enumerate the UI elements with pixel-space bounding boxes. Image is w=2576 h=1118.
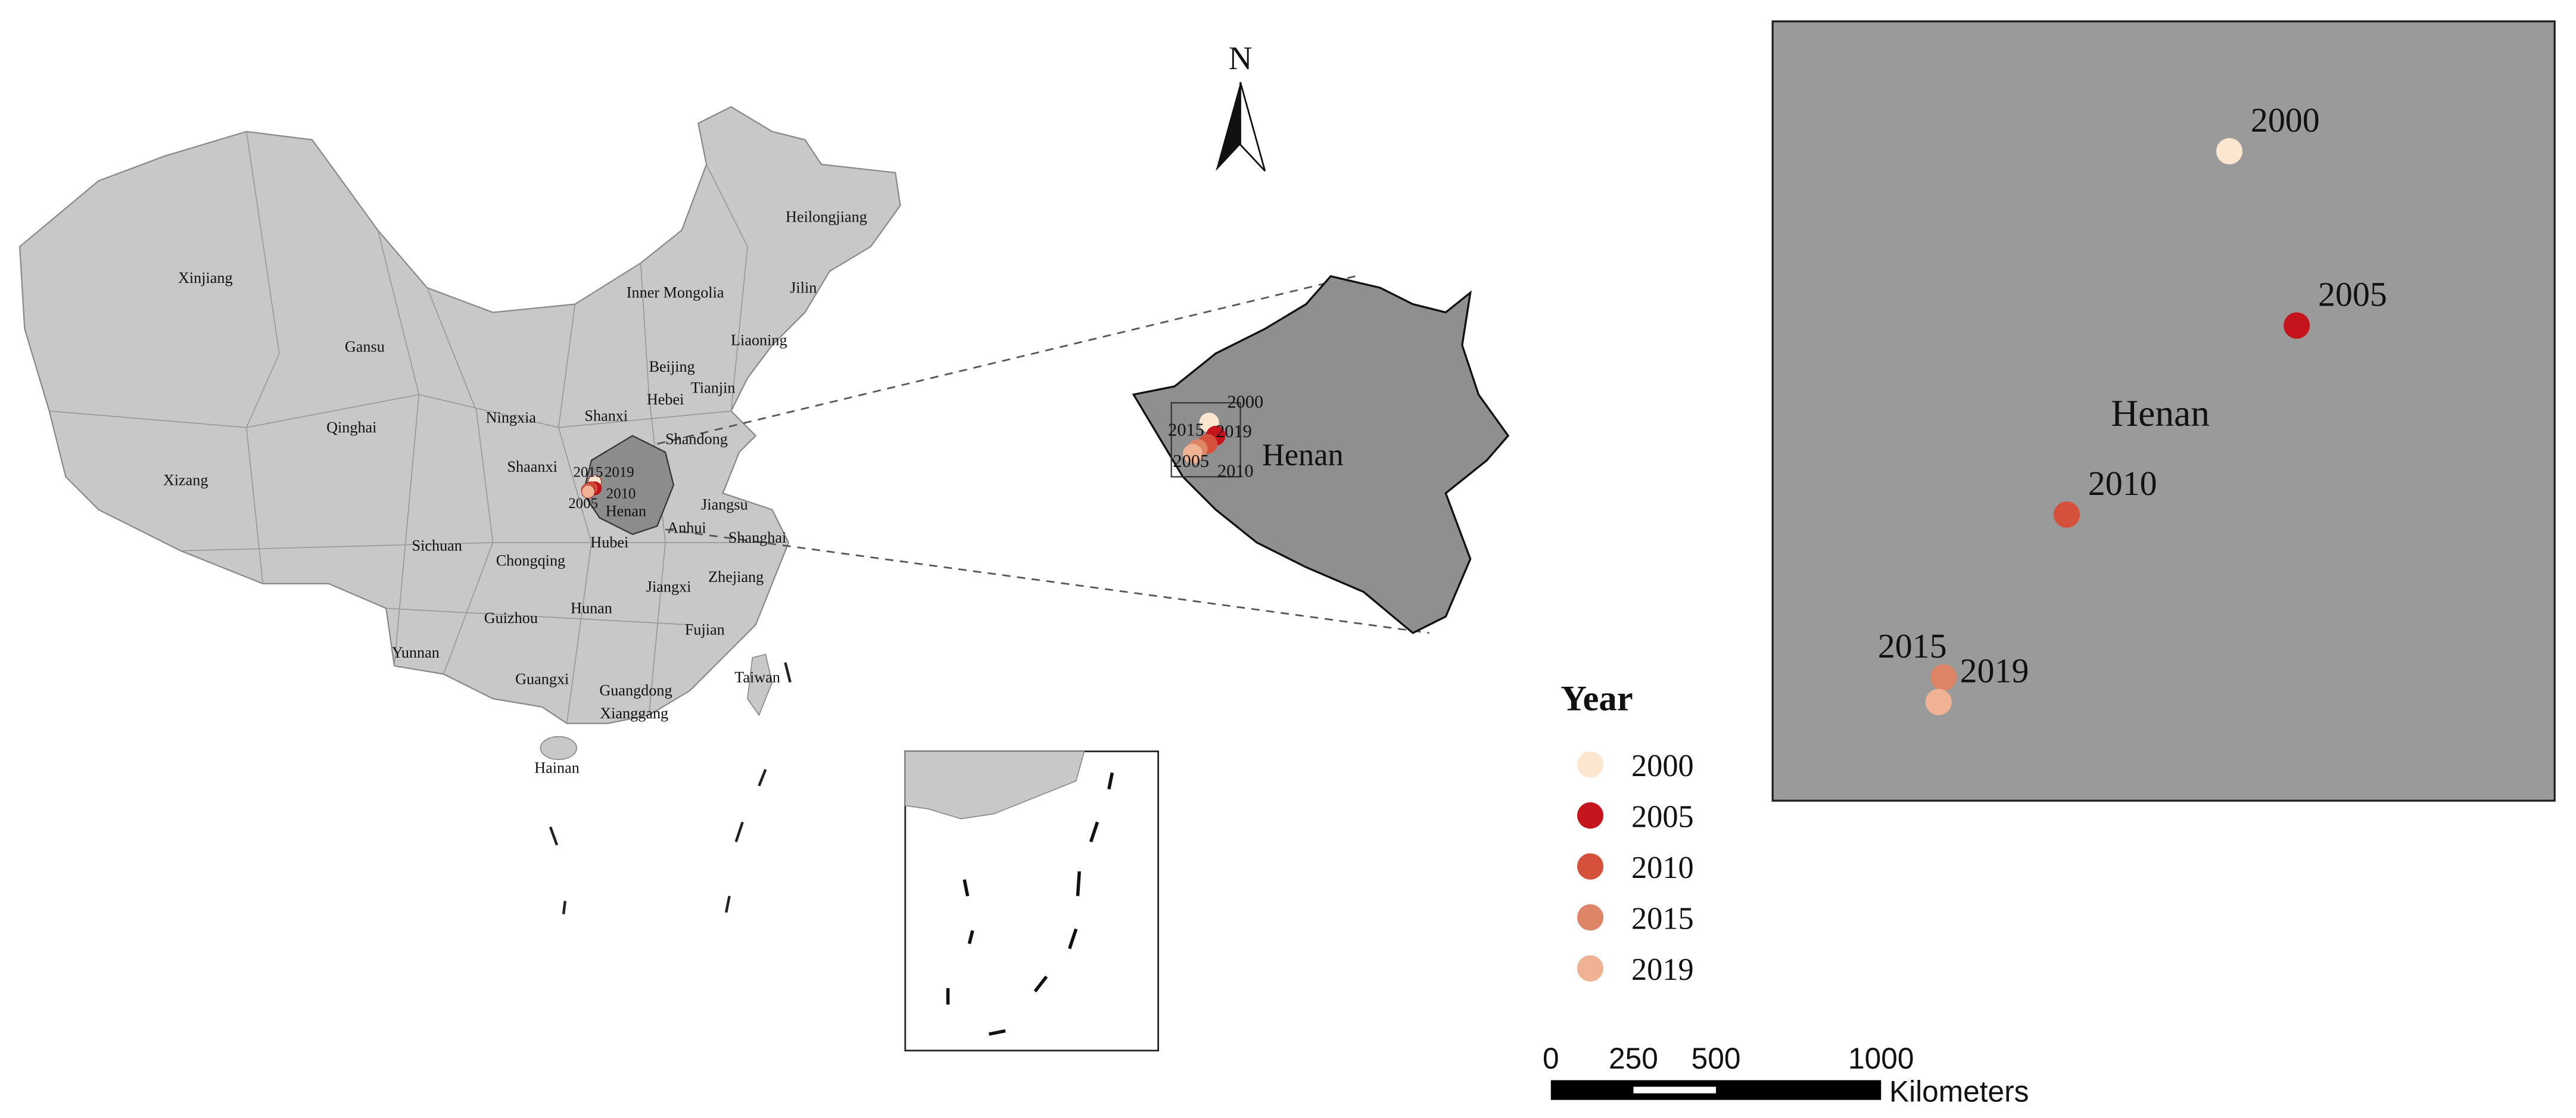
- henan-inset: [1132, 275, 1510, 634]
- points: [581, 138, 2310, 715]
- nine-dash-line: [549, 662, 792, 914]
- province-label: Zhejiang: [708, 568, 764, 586]
- north-arrow: [1216, 82, 1241, 172]
- scale-tick-label: 250: [1609, 1042, 1658, 1075]
- legend-swatch: [1577, 802, 1604, 829]
- detail-point: [1930, 664, 1957, 691]
- legend-swatch: [1577, 751, 1604, 778]
- henan-highlight: [583, 435, 675, 535]
- legend-swatch: [1577, 853, 1604, 880]
- province-label: Xizang: [163, 471, 208, 488]
- detail-year-label: 2000: [2251, 101, 2320, 139]
- scale-tick-label: 0: [1543, 1042, 1559, 1075]
- province-label: Sichuan: [412, 537, 462, 555]
- province-label: Hainan: [534, 759, 580, 776]
- detail-point: [2216, 138, 2243, 165]
- detail-point: [2284, 312, 2310, 339]
- province-label: Xianggang: [600, 705, 668, 722]
- province-label: Chongqing: [496, 552, 565, 569]
- province-label: Yunnan: [392, 644, 440, 661]
- taiwan: [747, 653, 773, 717]
- detail-year-label: 2010: [2088, 464, 2157, 503]
- province-label: Liaoning: [731, 332, 787, 349]
- scs-coast: [904, 750, 1085, 820]
- province-label: Inner Mongolia: [627, 284, 724, 301]
- inset-year-label: 2019: [1216, 421, 1252, 441]
- detail-year-label: 2019: [1960, 652, 2029, 690]
- north-arrow: [1239, 82, 1266, 172]
- province-label: Taiwan: [734, 669, 780, 686]
- province-label: Guizhou: [484, 609, 538, 627]
- province-label: Ningxia: [486, 409, 537, 426]
- province-label: Fujian: [685, 621, 725, 638]
- province-label: Shaanxi: [507, 458, 557, 475]
- province-label: Jilin: [790, 279, 817, 296]
- province-label: Heilongjiang: [786, 208, 867, 226]
- province-label: Anhui: [667, 519, 706, 536]
- scale-segment: [1633, 1086, 1717, 1094]
- legend-label: 2015: [1631, 902, 1694, 936]
- province-label: Qinghai: [326, 419, 376, 436]
- legend-title: Year: [1560, 678, 1633, 718]
- inset-year-label: 2000: [1227, 392, 1263, 412]
- zoom-line: [656, 275, 1356, 445]
- province-label: Beijing: [649, 358, 695, 375]
- main-year-label: 2005: [568, 496, 598, 512]
- inset-point: [1182, 444, 1203, 464]
- legend-label: 2000: [1631, 749, 1694, 783]
- detail-year-label: 2015: [1878, 627, 1947, 665]
- inset-year-label: 2010: [1217, 460, 1254, 481]
- province-label: Hebei: [647, 391, 684, 408]
- detail-point: [2053, 501, 2080, 528]
- province-label: Hunan: [571, 600, 612, 617]
- scale-tick-label: 1000: [1848, 1042, 1914, 1075]
- detail-year-label: 2005: [2318, 275, 2387, 313]
- province-label: Guangxi: [515, 670, 569, 687]
- province-label: Shanghai: [728, 529, 786, 546]
- detail-panel: [1771, 20, 2556, 802]
- province-label: Xinjiang: [178, 269, 233, 286]
- scs-dashes: [946, 772, 1114, 1036]
- region-label: Henan: [2111, 392, 2210, 434]
- province-label: Shandong: [665, 430, 728, 447]
- legend-swatch: [1577, 904, 1604, 931]
- province-label: Shanxi: [584, 407, 628, 425]
- main-year-label: 2010: [606, 485, 636, 502]
- legend-label: 2019: [1631, 952, 1694, 987]
- province-label: Henan: [606, 503, 646, 520]
- north-label: N: [1229, 40, 1253, 76]
- zoom-line: [665, 528, 1429, 634]
- legend-label: 2010: [1631, 851, 1694, 885]
- province-borders: [49, 131, 773, 724]
- hainan: [540, 736, 577, 761]
- inset-year-label: 2005: [1173, 451, 1209, 471]
- zoom-box: [1170, 402, 1241, 478]
- scale-tick-label: 500: [1692, 1042, 1741, 1075]
- main-year-label: 2015: [574, 464, 603, 480]
- china-outline: [18, 106, 901, 724]
- region-label: Henan: [1262, 438, 1344, 472]
- inset-year-label: 2015: [1168, 419, 1204, 440]
- province-label: Gansu: [345, 338, 385, 356]
- province-label: Hubei: [590, 534, 628, 551]
- legend-label: 2005: [1631, 799, 1694, 834]
- main-year-label: 2019: [605, 464, 634, 480]
- labels: Henan Henan Year Kilometers Xinjiang Heil…: [163, 101, 2387, 1108]
- province-label: Tianjin: [691, 379, 736, 397]
- province-label: Guangdong: [599, 682, 672, 699]
- scale-unit: Kilometers: [1889, 1075, 2029, 1108]
- province-label: Jiangsu: [701, 496, 748, 513]
- province-label: Jiangxi: [646, 578, 691, 596]
- detail-point: [1925, 689, 1952, 715]
- main-point: [581, 484, 595, 499]
- legend-swatch: [1577, 955, 1604, 982]
